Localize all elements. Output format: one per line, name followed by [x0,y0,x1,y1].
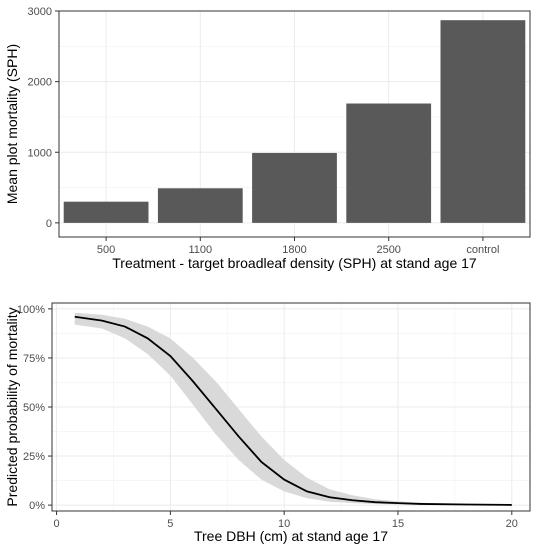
bar-1800 [252,152,337,223]
line-chart-y-axis-title: Predicted probability of mortality [4,307,20,506]
line-chart-x-axis-title: Tree DBH (cm) at stand age 17 [194,528,388,544]
mortality-bar-chart: 0 1000 2000 3000 500 1100 1800 2500 control Trea… [4,6,531,271]
x-tick-label: control [466,244,499,256]
mortality-probability-chart: 0% 25% 50% 75% 100% 0 5 10 15 20 Tree DBH (cm) at… [4,302,531,544]
bar-chart-ticks: 0 1000 2000 3000 500 1100 1800 2500 control [28,6,500,256]
x-tick-label: 0 [53,518,59,530]
y-tick-label: 25% [23,451,45,463]
y-tick-label: 2000 [28,77,52,89]
line-chart-grid [52,303,530,511]
confidence-band [74,312,512,506]
y-tick-label: 3000 [28,6,52,18]
y-tick-label: 0 [46,218,52,230]
y-tick-label: 100% [17,304,45,316]
line-chart-ticks: 0% 25% 50% 75% 100% 0 5 10 15 20 [17,304,518,530]
x-tick-label: 500 [97,244,115,256]
y-tick-label: 1000 [28,147,52,159]
bar-control [440,20,526,223]
bar-chart-bars [63,20,526,223]
x-tick-label: 20 [506,518,518,530]
bar-500 [63,201,149,223]
y-tick-label: 0% [29,500,45,512]
y-tick-label: 75% [23,353,45,365]
x-tick-label: 15 [392,518,404,530]
y-tick-label: 50% [23,402,45,414]
x-tick-label: 10 [278,518,290,530]
x-tick-label: 5 [167,518,173,530]
x-tick-label: 2500 [376,244,400,256]
bar-1100 [157,188,243,223]
bar-chart-y-axis-title: Mean plot mortality (SPH) [4,44,20,204]
predicted-probability-line [74,315,512,506]
bar-chart-x-axis-title: Treatment - target broadleaf density (SP… [112,255,477,271]
x-tick-label: 1100 [188,244,212,256]
x-tick-label: 1800 [282,244,306,256]
bar-2500 [346,103,432,223]
